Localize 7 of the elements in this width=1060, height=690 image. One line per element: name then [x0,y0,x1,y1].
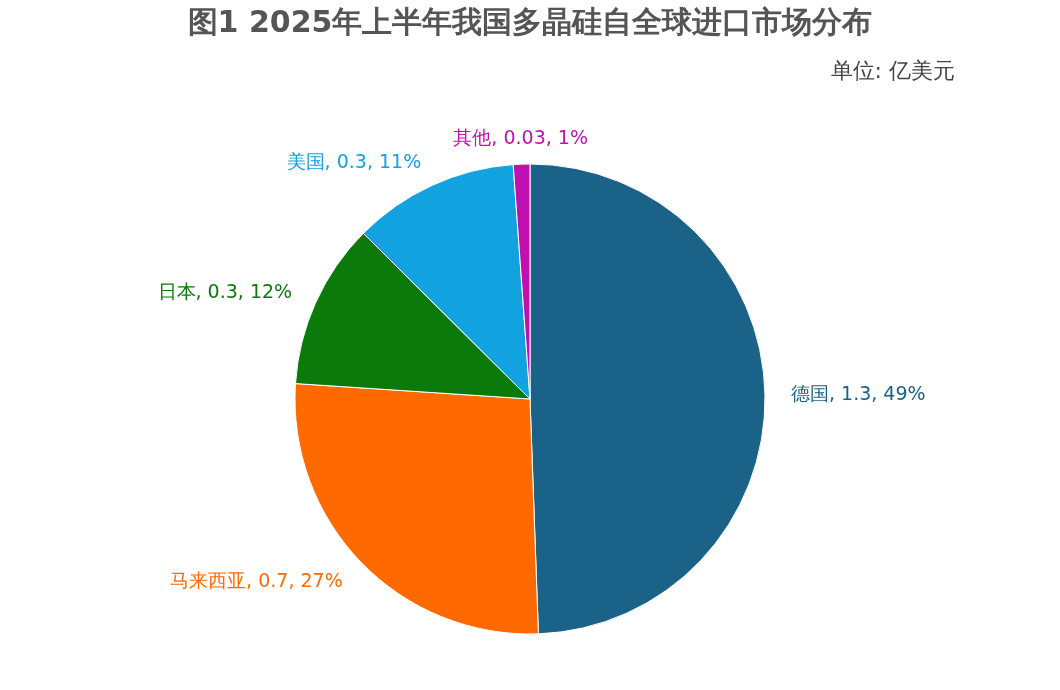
chart-title: 图1 2025年上半年我国多晶硅自全球进口市场分布 [187,4,873,39]
slice-label: 德国, 1.3, 49% [790,382,926,405]
chart-subtitle: 单位: 亿美元 [830,58,955,83]
slice-label: 美国, 0.3, 11% [286,149,422,172]
slice-label: 马来西亚, 0.7, 27% [170,568,343,591]
slice-label: 日本, 0.3, 12% [157,279,293,302]
slice-label: 其他, 0.03, 1% [453,126,588,149]
